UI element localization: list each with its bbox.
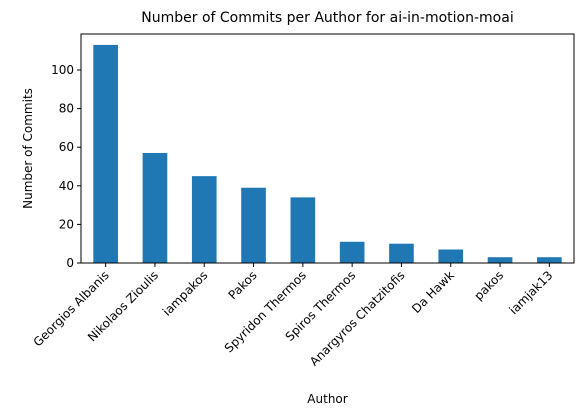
bar [438,249,464,263]
y-tick-label: 20 [59,217,74,231]
bar [537,257,562,263]
y-axis-label: Number of Commits [21,88,35,209]
y-tick-label: 40 [59,179,74,193]
bar [487,257,513,263]
bar [241,187,266,263]
y-ticks-group: 0 20 40 60 80 100 [51,63,81,270]
bar [290,197,316,263]
bars-group [93,44,562,264]
x-tick-label: pakos [471,268,506,303]
x-tick-label: Pakos [226,268,260,302]
x-axis-label: Author [307,392,347,406]
bar [389,243,414,263]
x-tick-label: Spyridon Thermos [222,268,309,355]
x-tick-label: iampakos [160,268,211,319]
x-tick-label: iamjak13 [506,268,555,317]
y-tick-label: 80 [59,102,74,116]
y-tick-label: 100 [51,63,74,77]
x-tick-label: Anargyros Chatzitofis [307,268,408,369]
chart-title: Number of Commits per Author for ai-in-m… [141,10,513,26]
bar [191,176,217,263]
y-tick-label: 60 [59,140,74,154]
axes-group [80,33,575,264]
bar [142,152,168,263]
y-tick-label: 0 [66,256,74,270]
bar [339,241,365,263]
bar [93,44,118,264]
plot-frame [80,33,575,264]
x-tick-label: Da Hawk [409,268,457,316]
